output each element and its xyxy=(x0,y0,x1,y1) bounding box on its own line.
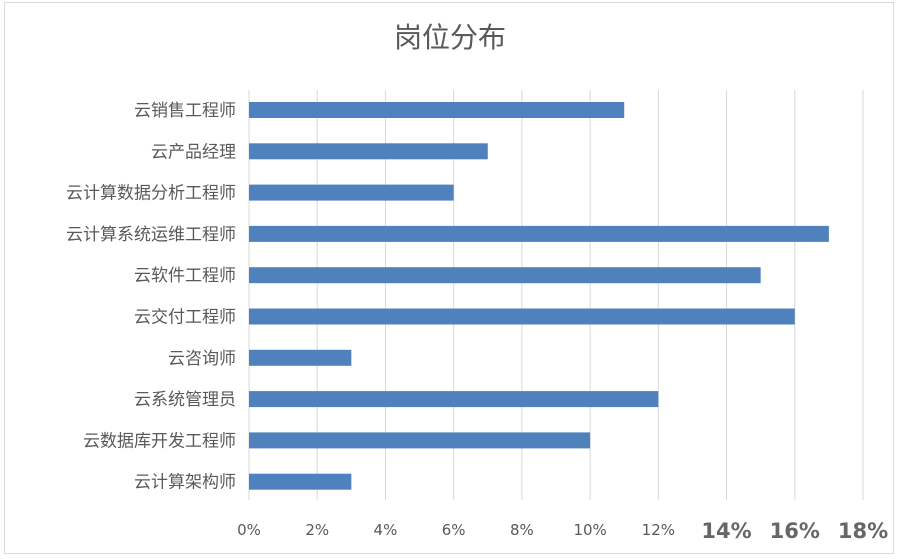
bar xyxy=(249,349,352,366)
bar xyxy=(249,102,625,118)
category-label: 云软件工程师 xyxy=(134,266,236,286)
bar xyxy=(249,184,454,201)
category-label: 云计算架构师 xyxy=(134,473,236,493)
bar xyxy=(249,267,761,284)
category-label: 云计算数据分析工程师 xyxy=(66,184,236,204)
chart-title: 岗位分布 xyxy=(393,21,506,54)
bar xyxy=(249,143,488,160)
x-tick-label: 16% xyxy=(770,519,820,543)
x-tick-label: 6% xyxy=(442,521,466,539)
x-tick-label: 0% xyxy=(237,521,261,539)
x-tick-label: 12% xyxy=(642,521,675,539)
bar xyxy=(249,432,591,449)
x-tick-label: 18% xyxy=(838,519,888,543)
x-tick-label: 14% xyxy=(701,519,751,543)
category-label: 云数据库开发工程师 xyxy=(83,431,236,451)
x-tick-label: 8% xyxy=(510,521,534,539)
category-label: 云销售工程师 xyxy=(134,101,236,121)
bar xyxy=(249,391,659,408)
x-tick-label: 4% xyxy=(374,521,398,539)
category-label: 云计算系统运维工程师 xyxy=(66,225,236,245)
category-label: 云产品经理 xyxy=(151,142,236,162)
bar xyxy=(249,473,352,490)
chart-frame xyxy=(4,2,894,554)
x-tick-label: 2% xyxy=(305,521,329,539)
category-label: 云咨询师 xyxy=(168,349,236,369)
category-label: 云系统管理员 xyxy=(134,390,236,410)
bar xyxy=(249,225,829,242)
bar xyxy=(249,308,795,325)
x-tick-label: 10% xyxy=(573,521,606,539)
category-label: 云交付工程师 xyxy=(134,308,236,328)
